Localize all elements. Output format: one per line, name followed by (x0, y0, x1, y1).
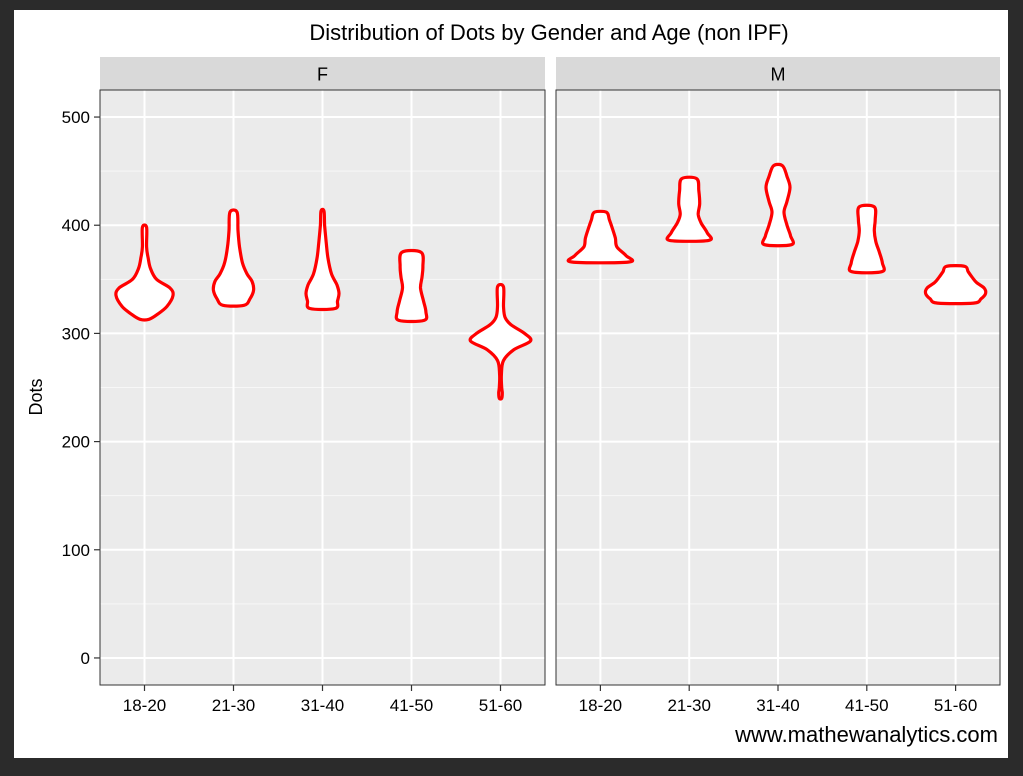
watermark: www.mathewanalytics.com (734, 722, 998, 747)
violin-f-51-60 (468, 282, 533, 401)
x-tick-label: 51-60 (479, 696, 522, 715)
facet-strip-label: F (317, 65, 328, 85)
violin-m-41-50 (847, 203, 886, 275)
x-tick-label: 31-40 (756, 696, 799, 715)
y-axis: 0 100 200 300 400 500 (62, 108, 100, 668)
y-tick-label: 100 (62, 541, 90, 560)
facet-strip (556, 57, 1000, 90)
facet-strip (100, 57, 545, 90)
violin-f-31-40 (304, 207, 341, 312)
x-tick-label: 41-50 (845, 696, 888, 715)
violin-m-18-20 (566, 209, 635, 265)
facet-panel-f: F 18-20 21-30 31-40 41-50 51-60 (99, 57, 546, 715)
y-tick-label: 500 (62, 108, 90, 127)
violin-f-21-30 (211, 208, 256, 308)
x-tick-label: 31-40 (301, 696, 344, 715)
x-tick-label: 41-50 (390, 696, 433, 715)
x-tick-label: 51-60 (934, 696, 977, 715)
violin-m-31-40 (761, 162, 795, 248)
y-tick-label: 0 (81, 649, 90, 668)
facet-panel-m: M 18-20 21-30 31-40 41-50 51-60 (555, 57, 1001, 715)
y-tick-label: 300 (62, 324, 90, 343)
violin-m-21-30 (665, 175, 713, 243)
violin-f-18-20 (114, 223, 175, 322)
y-tick-label: 200 (62, 433, 90, 452)
x-tick-label: 18-20 (123, 696, 166, 715)
facet-strip-label: M (771, 65, 786, 85)
x-tick-label: 21-30 (667, 696, 710, 715)
y-tick-label: 400 (62, 216, 90, 235)
x-tick-label: 21-30 (212, 696, 255, 715)
chart-title: Distribution of Dots by Gender and Age (… (309, 20, 788, 45)
facet-panels: F 18-20 21-30 31-40 41-50 51-60 M 18-20 21-30 31-… (99, 57, 1001, 715)
violin-m-51-60 (923, 264, 988, 306)
x-tick-label: 18-20 (579, 696, 622, 715)
violin-f-41-50 (394, 248, 429, 324)
y-axis-label: Dots (26, 378, 46, 415)
